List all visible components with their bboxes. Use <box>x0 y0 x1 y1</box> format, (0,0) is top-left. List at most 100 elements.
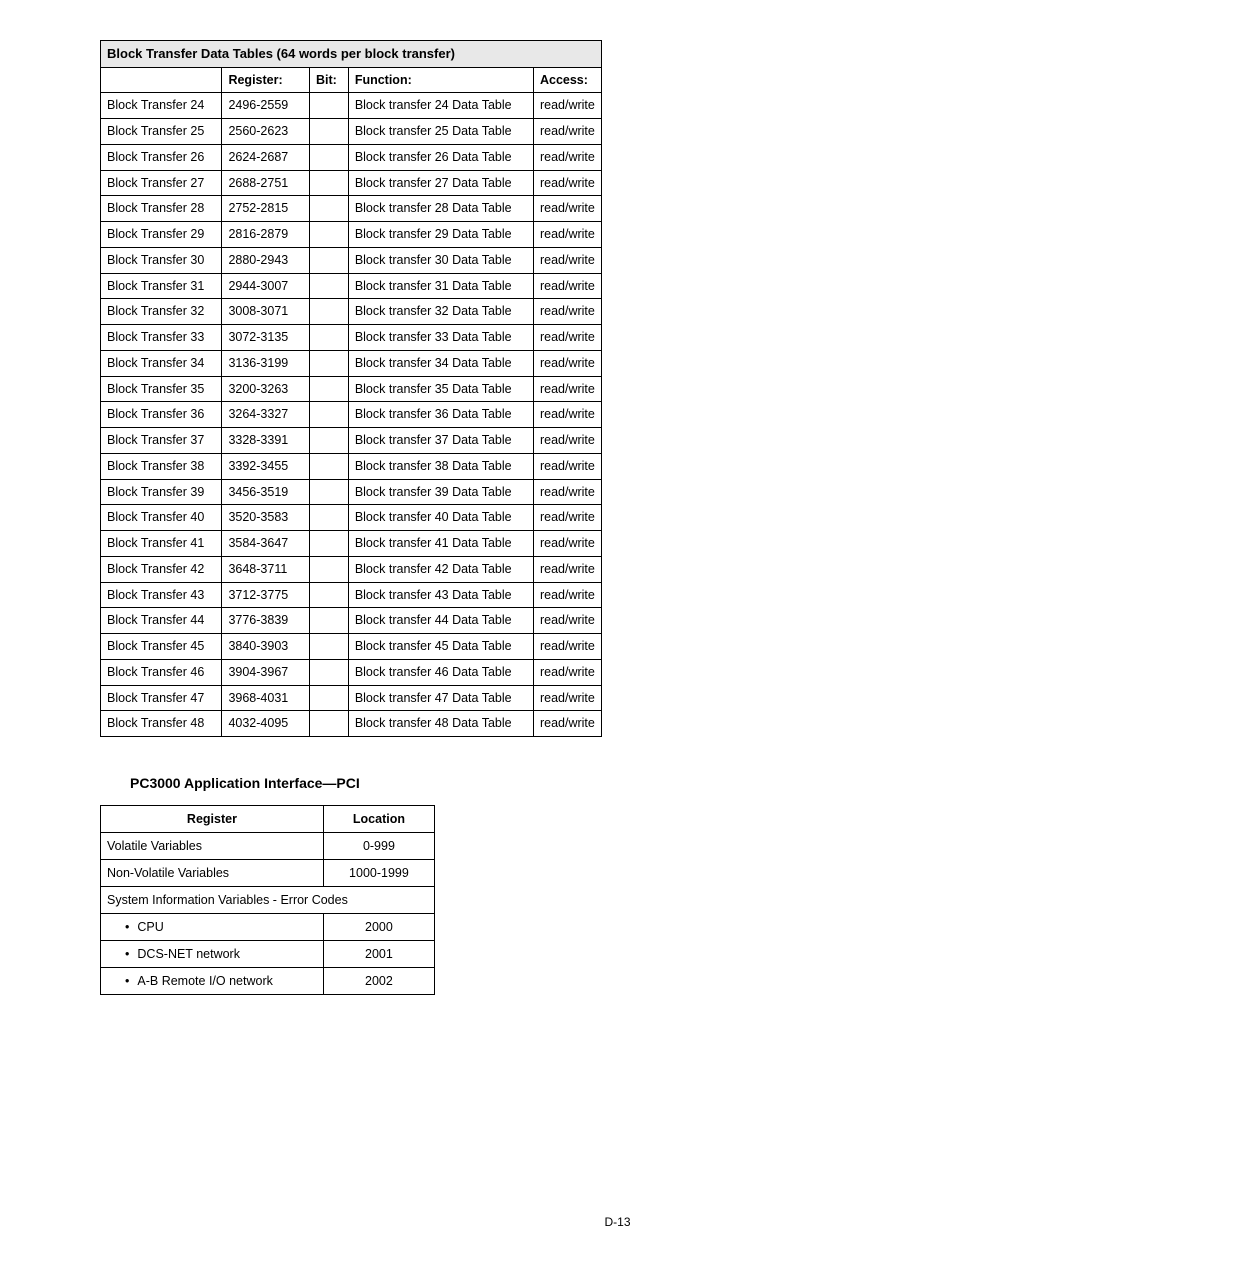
header-function: Function: <box>348 67 533 93</box>
cell-bit <box>309 402 348 428</box>
cell-acc: read/write <box>533 222 601 248</box>
cell-reg: 3712-3775 <box>222 582 309 608</box>
cell-location: 1000-1999 <box>323 860 434 887</box>
table-row: Block Transfer 282752-2815Block transfer… <box>101 196 602 222</box>
cell-func: Block transfer 41 Data Table <box>348 531 533 557</box>
cell-reg: 3200-3263 <box>222 376 309 402</box>
cell-name: Block Transfer 30 <box>101 247 222 273</box>
cell-name: Block Transfer 24 <box>101 93 222 119</box>
cell-acc: read/write <box>533 144 601 170</box>
cell-func: Block transfer 29 Data Table <box>348 222 533 248</box>
cell-acc: read/write <box>533 350 601 376</box>
cell-register: Volatile Variables <box>101 833 324 860</box>
cell-acc: read/write <box>533 325 601 351</box>
cell-reg: 3008-3071 <box>222 299 309 325</box>
header-register: Register: <box>222 67 309 93</box>
table-row: Block Transfer 272688-2751 Block transfer… <box>101 170 602 196</box>
block-transfer-table: Block Transfer Data Tables (64 words per… <box>100 40 602 737</box>
cell-name: Block Transfer 32 <box>101 299 222 325</box>
cell-name: Block Transfer 47 <box>101 685 222 711</box>
cell-acc: read/write <box>533 119 601 145</box>
cell-func: Block transfer 27 Data Table <box>348 170 533 196</box>
cell-reg: 3584-3647 <box>222 531 309 557</box>
cell-func: Block transfer 25 Data Table <box>348 119 533 145</box>
cell-acc: read/write <box>533 685 601 711</box>
pci-header-row: Register Location <box>101 806 435 833</box>
cell-acc: read/write <box>533 582 601 608</box>
cell-func: Block transfer 40 Data Table <box>348 505 533 531</box>
cell-acc: read/write <box>533 93 601 119</box>
cell-register: DCS-NET network <box>101 941 324 968</box>
table-row: Block Transfer 453840-3903Block transfer… <box>101 634 602 660</box>
pci-table: Register Location Volatile Variables0-99… <box>100 805 435 995</box>
table-row: Block Transfer 242496-2559Block transfer… <box>101 93 602 119</box>
cell-reg: 3904-3967 <box>222 659 309 685</box>
table-title-row: Block Transfer Data Tables (64 words per… <box>101 41 602 68</box>
table-row: Block Transfer 463904-3967 Block transfer… <box>101 659 602 685</box>
cell-acc: read/write <box>533 428 601 454</box>
cell-bit <box>309 376 348 402</box>
cell-reg: 3072-3135 <box>222 325 309 351</box>
table-row: Block Transfer 373328-3391Block transfer… <box>101 428 602 454</box>
cell-bit <box>309 428 348 454</box>
table-row: System Information Variables - Error Cod… <box>101 887 435 914</box>
table-row: Block Transfer 413584-3647 Block transfer… <box>101 531 602 557</box>
cell-func: Block transfer 26 Data Table <box>348 144 533 170</box>
table-row: Block Transfer 353200-3263Block transfer… <box>101 376 602 402</box>
cell-reg: 2752-2815 <box>222 196 309 222</box>
bullet-item: DCS-NET network <box>107 947 240 961</box>
cell-bit <box>309 247 348 273</box>
header-blank <box>101 67 222 93</box>
cell-bit <box>309 170 348 196</box>
cell-register: A-B Remote I/O network <box>101 968 324 995</box>
table-row: Block Transfer 312944-3007Block transfer… <box>101 273 602 299</box>
cell-acc: read/write <box>533 196 601 222</box>
table-row: Block Transfer 403520-3583Block transfer… <box>101 505 602 531</box>
table-row: Block Transfer 302880-2943Block transfer… <box>101 247 602 273</box>
cell-func: Block transfer 30 Data Table <box>348 247 533 273</box>
cell-acc: read/write <box>533 531 601 557</box>
cell-name: Block Transfer 33 <box>101 325 222 351</box>
cell-name: Block Transfer 34 <box>101 350 222 376</box>
cell-name: Block Transfer 27 <box>101 170 222 196</box>
cell-name: Block Transfer 44 <box>101 608 222 634</box>
cell-name: Block Transfer 46 <box>101 659 222 685</box>
cell-bit <box>309 222 348 248</box>
table-row: Block Transfer 343136-3199Block transfer… <box>101 350 602 376</box>
cell-reg: 3520-3583 <box>222 505 309 531</box>
cell-func: Block transfer 38 Data Table <box>348 453 533 479</box>
table-row: CPU2000 <box>101 914 435 941</box>
cell-acc: read/write <box>533 402 601 428</box>
cell-func: Block transfer 46 Data Table <box>348 659 533 685</box>
cell-bit <box>309 711 348 737</box>
bullet-item: A-B Remote I/O network <box>107 974 273 988</box>
cell-acc: read/write <box>533 299 601 325</box>
cell-bit <box>309 685 348 711</box>
cell-name: Block Transfer 41 <box>101 531 222 557</box>
cell-reg: 3840-3903 <box>222 634 309 660</box>
table-row: Block Transfer 333072-3135 Block transfer… <box>101 325 602 351</box>
pci-header-register: Register <box>101 806 324 833</box>
cell-name: Block Transfer 48 <box>101 711 222 737</box>
cell-reg: 2688-2751 <box>222 170 309 196</box>
cell-location: 2002 <box>323 968 434 995</box>
cell-span: System Information Variables - Error Cod… <box>101 887 435 914</box>
cell-func: Block transfer 33 Data Table <box>348 325 533 351</box>
table-row: Non-Volatile Variables1000-1999 <box>101 860 435 887</box>
cell-reg: 2944-3007 <box>222 273 309 299</box>
cell-bit <box>309 299 348 325</box>
table-title: Block Transfer Data Tables (64 words per… <box>101 41 602 68</box>
cell-name: Block Transfer 29 <box>101 222 222 248</box>
cell-location: 2001 <box>323 941 434 968</box>
cell-name: Block Transfer 45 <box>101 634 222 660</box>
cell-name: Block Transfer 38 <box>101 453 222 479</box>
cell-reg: 3776-3839 <box>222 608 309 634</box>
cell-name: Block Transfer 43 <box>101 582 222 608</box>
table-row: Block Transfer 323008-3071Block transfer… <box>101 299 602 325</box>
cell-bit <box>309 608 348 634</box>
cell-acc: read/write <box>533 659 601 685</box>
cell-func: Block transfer 43 Data Table <box>348 582 533 608</box>
cell-reg: 2816-2879 <box>222 222 309 248</box>
pci-header-location: Location <box>323 806 434 833</box>
cell-location: 2000 <box>323 914 434 941</box>
